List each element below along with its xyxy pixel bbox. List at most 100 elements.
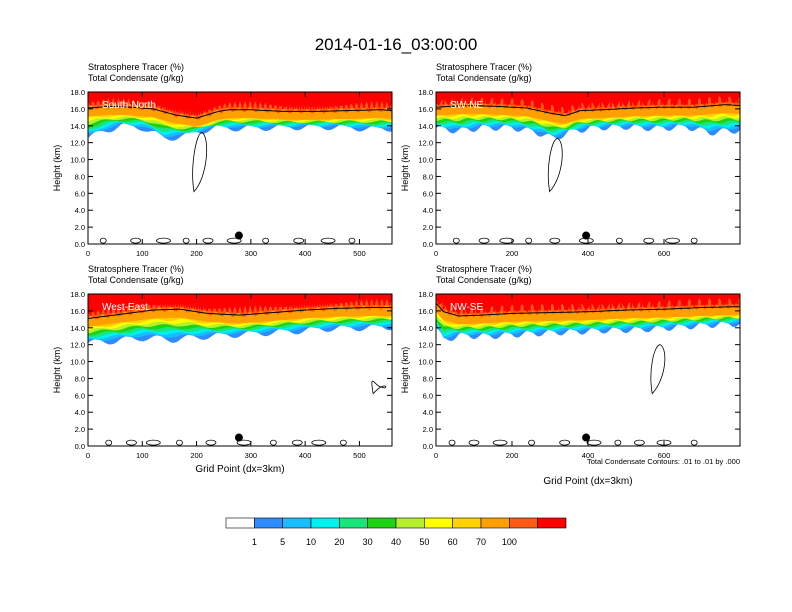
colorbar-swatch — [537, 517, 567, 529]
stratosphere-spike — [437, 297, 440, 304]
stratosphere-spike — [503, 305, 506, 312]
stratosphere-spike — [140, 93, 143, 106]
stratosphere-spike — [579, 301, 582, 310]
stratosphere-spike — [297, 298, 300, 309]
location-marker — [234, 231, 243, 240]
stratosphere-spike — [206, 303, 209, 311]
condensate-contour — [492, 439, 508, 446]
stratosphere-spike — [231, 98, 234, 108]
panel-label: NW-SE — [450, 302, 483, 313]
colorbar-tick-label: 30 — [363, 537, 373, 547]
stratosphere-spike — [437, 93, 440, 105]
stratosphere-spike — [690, 300, 693, 306]
condensate-contour — [99, 237, 107, 244]
condensate-contour — [525, 237, 533, 244]
stratosphere-spike — [155, 101, 158, 108]
x-tick-label: 400 — [299, 249, 312, 258]
stratosphere-spike — [467, 303, 470, 314]
condensate-contour — [293, 237, 305, 244]
stratosphere-spike — [640, 99, 643, 106]
colorbar-tick-label: 50 — [419, 537, 429, 547]
stratosphere-spike — [508, 96, 511, 105]
stratosphere-spike — [271, 302, 274, 311]
y-tick-label: 8.0 — [423, 172, 433, 181]
colorbar-tick-label: 10 — [306, 537, 316, 547]
stratosphere-spike — [297, 99, 300, 109]
stratosphere-spike — [155, 295, 158, 308]
x-tick-label: 200 — [190, 451, 203, 460]
stratosphere-spike — [302, 295, 305, 308]
y-tick-label: 12.0 — [418, 341, 433, 350]
stratosphere-spike — [347, 295, 350, 306]
tall-cloud-contour — [371, 380, 387, 395]
y-tick-label: 16.0 — [418, 105, 433, 114]
stratosphere-spike — [543, 298, 546, 311]
stratosphere-spike — [604, 98, 607, 108]
panel-south-north: South-North Stratosphere Tracer (%)Total … — [52, 62, 393, 258]
stratosphere-spike — [317, 301, 320, 307]
stratosphere-spike — [488, 300, 491, 313]
stratosphere-spike — [292, 297, 295, 309]
y-tick-label: 10.0 — [418, 156, 433, 165]
plot-area — [436, 294, 740, 446]
stratosphere-spike — [731, 294, 734, 305]
stratosphere-spike — [549, 100, 551, 111]
x-axis-label: Grid Point (dx=3km) — [195, 464, 284, 475]
stratosphere-spike — [165, 102, 168, 111]
condensate-contour — [528, 439, 535, 446]
colorbar-tick-label: 60 — [448, 537, 458, 547]
stratosphere-spike — [645, 298, 648, 308]
stratosphere-spike — [625, 301, 627, 308]
y-tick-label: 14.0 — [418, 122, 433, 131]
stratosphere-spike — [528, 299, 531, 311]
stratosphere-spike — [665, 93, 668, 105]
y-tick-label: 6.0 — [75, 189, 85, 198]
stratosphere-spike — [701, 92, 703, 105]
panel-title-line2: Total Condensate (g/kg) — [88, 73, 184, 83]
colorbar-tick-label: 100 — [502, 537, 517, 547]
stratosphere-spike — [266, 297, 269, 311]
y-tick-label: 4.0 — [423, 206, 433, 215]
stratosphere-spike — [523, 92, 526, 106]
x-tick-label: 0 — [434, 451, 438, 460]
y-tick-label: 2.0 — [75, 425, 85, 434]
y-tick-label: 10.0 — [70, 358, 85, 367]
stratosphere-spike — [246, 299, 249, 312]
stratosphere-spike — [271, 95, 274, 109]
y-tick-label: 4.0 — [423, 408, 433, 417]
condensate-contour — [130, 237, 142, 244]
stratosphere-spike — [342, 294, 345, 306]
stratosphere-spike — [594, 100, 597, 108]
stratosphere-spike — [216, 96, 219, 110]
stratosphere-spike — [533, 94, 536, 108]
tracer-band-100 — [436, 294, 740, 315]
stratosphere-spike — [701, 297, 703, 305]
stratosphere-spike — [549, 301, 551, 311]
stratosphere-spike — [721, 294, 724, 305]
stratosphere-spike — [277, 297, 279, 310]
stratosphere-spike — [538, 300, 541, 311]
colorbar-tick-label: 70 — [476, 537, 486, 547]
x-tick-label: 300 — [245, 249, 258, 258]
stratosphere-spike — [388, 294, 391, 305]
x-tick-label: 400 — [299, 451, 312, 460]
stratosphere-spike — [564, 297, 567, 310]
stratosphere-spike — [211, 105, 214, 111]
y-tick-label: 18.0 — [418, 290, 433, 299]
condensate-contour — [348, 237, 356, 244]
stratosphere-spike — [114, 92, 117, 105]
stratosphere-spike — [358, 96, 361, 108]
stratosphere-spike — [554, 297, 557, 310]
colorbar-tick-label: 1 — [252, 537, 257, 547]
y-tick-label: 4.0 — [75, 408, 85, 417]
stratosphere-spike — [363, 296, 366, 306]
stratosphere-spike — [680, 299, 683, 306]
stratosphere-spike — [353, 99, 355, 108]
stratosphere-spike — [665, 295, 668, 307]
stratosphere-spike — [170, 295, 173, 307]
stratosphere-spike — [287, 298, 290, 309]
stratosphere-spike — [695, 294, 698, 306]
stratosphere-spike — [513, 304, 516, 311]
colorbar-swatch — [424, 517, 453, 529]
stratosphere-spike — [241, 304, 244, 313]
